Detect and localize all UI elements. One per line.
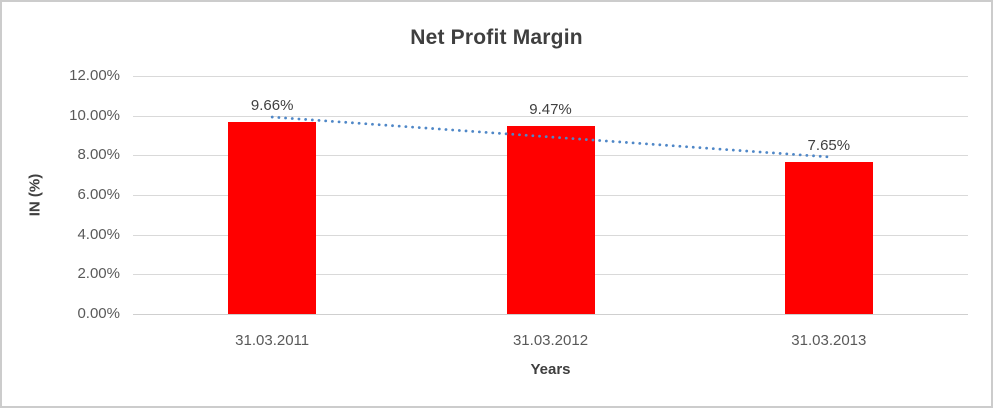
y-tick-label: 8.00% — [77, 146, 120, 164]
x-tick-label: 31.03.2012 — [512, 332, 589, 349]
x-axis-title: Years — [530, 361, 571, 378]
x-tick-label: 31.03.2011 — [235, 332, 310, 349]
data-label: 9.47% — [529, 101, 572, 119]
y-tick-label: 6.00% — [77, 186, 120, 203]
bar — [228, 122, 317, 314]
x-axis-line — [133, 314, 968, 315]
y-tick-label: 2.00% — [77, 265, 120, 283]
bar — [506, 126, 595, 314]
y-tick-label: 0.00% — [77, 305, 120, 322]
chart-title: Net Profit Margin — [410, 26, 583, 49]
data-label: 7.65% — [807, 137, 851, 155]
data-label: 9.66% — [250, 97, 294, 115]
bar — [784, 162, 873, 314]
gridline — [133, 76, 968, 77]
y-tick-label: 12.00% — [69, 67, 120, 84]
x-tick-label: 31.03.2013 — [791, 332, 867, 349]
y-tick-label: 10.00% — [69, 106, 120, 124]
y-tick-label: 4.00% — [77, 225, 120, 243]
